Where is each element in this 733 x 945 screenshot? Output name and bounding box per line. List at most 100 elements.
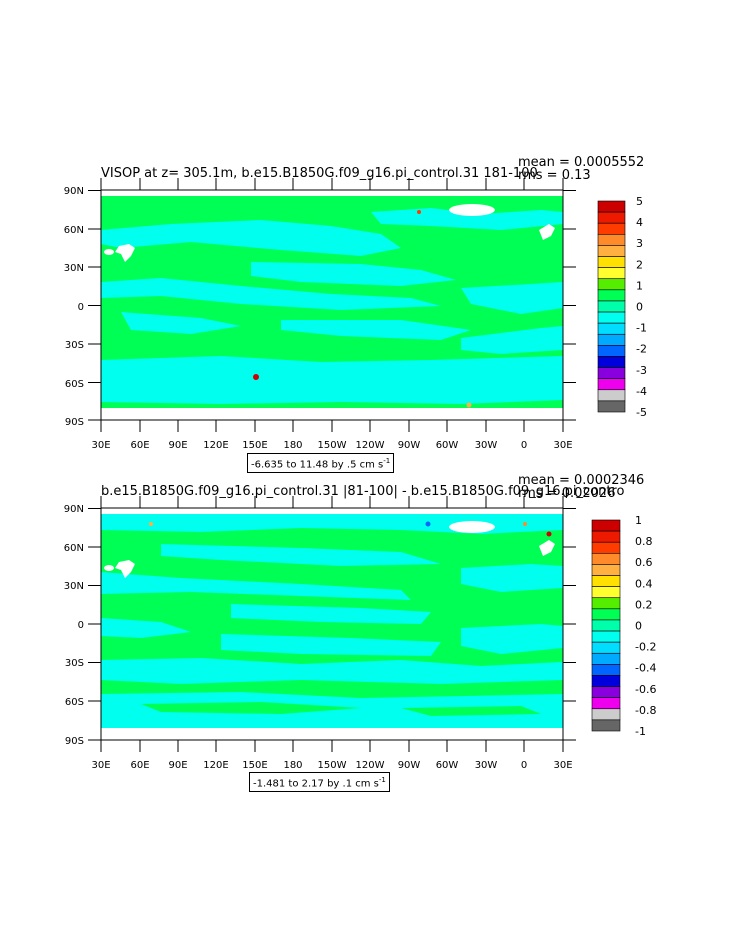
colorbar-swatch <box>591 586 621 599</box>
colorbar-label: 3 <box>636 237 643 250</box>
colorbar-label: 5 <box>636 195 643 208</box>
colorbar-swatch <box>591 575 621 587</box>
range-text: -6.635 to 11.48 by .5 cm s <box>251 459 384 471</box>
colorbar-swatch <box>591 597 621 610</box>
colorbar-label: 0 <box>636 301 643 314</box>
colorbar-swatch <box>597 367 626 379</box>
lon-label: 150E <box>242 760 267 771</box>
land-mask-patches <box>104 204 555 262</box>
colorbar-swatch <box>597 222 626 235</box>
colorbar-label: -4 <box>636 385 647 398</box>
colorbar-label: 0 <box>635 620 642 633</box>
map-panel-2: b.e15.B1850G.f09_g16.pi_control.31 |81-1… <box>0 470 733 800</box>
lat-label: 30S <box>65 658 84 669</box>
rms-label: rms = 0.02026 <box>518 486 615 501</box>
colorbar-1: 5 4 3 2 1 0 -1 -2 -3 -4 -5 <box>597 195 647 419</box>
colorbar-swatch <box>597 378 626 391</box>
colorbar-label: 4 <box>636 216 643 229</box>
range-text: -1.481 to 2.17 by .1 cm s <box>253 778 379 790</box>
colorbar-swatch <box>591 608 621 621</box>
lon-label: 180 <box>283 440 302 451</box>
lon-label: 60E <box>130 760 149 771</box>
lon-axis: 30E 60E 90E 120E 150E 180 150W 120W 90W … <box>91 178 573 451</box>
colorbar-label: -0.8 <box>635 704 656 717</box>
panel-title: VISOP at z= 305.1m, b.e15.B1850G.f09_g16… <box>101 166 538 181</box>
colorbar-swatch <box>597 211 626 224</box>
lon-label: 90W <box>398 440 421 451</box>
lon-label: 120W <box>356 440 385 451</box>
colorbar-swatch <box>591 619 621 632</box>
colorbar-swatch <box>597 400 626 413</box>
lat-axis: 90N 60N 30N 0 30S 60S 90S <box>64 186 576 428</box>
colorbar-swatch <box>591 652 621 665</box>
colorbar-swatch <box>591 675 621 687</box>
colorbar-swatch <box>597 322 626 335</box>
lon-label: 60E <box>130 440 149 451</box>
rms-label: rms = 0.13 <box>518 168 591 183</box>
lon-label: 120W <box>356 760 385 771</box>
colorbar-swatch <box>591 564 621 576</box>
range-label: -1.481 to 2.17 by .1 cm s-1 <box>249 772 390 793</box>
lon-label: 60W <box>436 760 459 771</box>
colorbar-swatch <box>597 333 626 346</box>
colorbar-label: -0.6 <box>635 683 656 696</box>
colorbar-swatch <box>591 519 621 532</box>
lon-label: 0 <box>521 440 527 451</box>
lat-label: 90N <box>64 186 84 197</box>
colorbar-label: -1 <box>636 322 647 335</box>
colorbar-swatch <box>597 200 626 213</box>
panel-title: b.e15.B1850G.f09_g16.pi_control.31 |81-1… <box>101 484 624 499</box>
green-streaks <box>141 702 541 716</box>
mean-label: mean = 0.0005552 <box>518 155 644 170</box>
map-figure-1: VISOP at z= 305.1m, b.e15.B1850G.f09_g16… <box>64 155 647 451</box>
colorbar-label: 0.2 <box>635 598 653 611</box>
lon-label: 150W <box>318 760 347 771</box>
colorbar-swatch <box>591 530 621 543</box>
map-area <box>100 507 564 741</box>
lat-label: 30S <box>65 340 84 351</box>
lat-label: 60S <box>65 379 84 390</box>
colorbar-swatch <box>597 356 626 368</box>
colorbar-swatch <box>591 686 621 698</box>
lat-label: 60S <box>65 697 84 708</box>
colorbar-swatch <box>597 300 626 313</box>
lon-label: 30E <box>91 760 110 771</box>
colorbar-label: -5 <box>636 406 647 419</box>
land-mask-patches <box>104 521 555 578</box>
lon-label: 120E <box>203 760 228 771</box>
lon-label: 30E <box>91 440 110 451</box>
lat-label: 60N <box>64 543 84 554</box>
colorbar-label: -0.4 <box>635 662 656 675</box>
colorbar-label: 1 <box>635 514 642 527</box>
lon-label: 30E <box>553 440 572 451</box>
map-figure-2: b.e15.B1850G.f09_g16.pi_control.31 |81-1… <box>64 473 657 771</box>
lon-label: 150E <box>242 440 267 451</box>
lon-label: 90E <box>168 440 187 451</box>
lon-label: 60W <box>436 440 459 451</box>
lon-label: 120E <box>203 440 228 451</box>
lon-axis: 30E 60E 90E 120E 150E 180 150W 120W 90W … <box>91 496 573 771</box>
lon-label: 30E <box>553 760 572 771</box>
lon-label: 0 <box>521 760 527 771</box>
colorbar-swatch <box>597 278 626 291</box>
colorbar-swatch <box>591 553 621 565</box>
colorbar-label: -2 <box>636 343 647 356</box>
colorbar-swatch <box>591 719 621 732</box>
colorbar-swatch <box>591 697 621 710</box>
colorbar-swatch <box>597 311 626 324</box>
colorbar-label: -1 <box>635 725 646 738</box>
colorbar-swatch <box>591 630 621 643</box>
lat-label: 30N <box>64 263 84 274</box>
lon-label: 90E <box>168 760 187 771</box>
lat-label: 90S <box>65 417 84 428</box>
colorbar-label: 1 <box>636 279 643 292</box>
lon-label: 30W <box>475 440 498 451</box>
range-label: -6.635 to 11.48 by .5 cm s-1 <box>247 453 395 474</box>
colorbar-label: -0.2 <box>635 641 656 654</box>
colorbar-label: 0.8 <box>635 535 653 548</box>
range-exponent: -1 <box>378 776 386 784</box>
colorbar-label: -3 <box>636 364 647 377</box>
lat-label: 30N <box>64 581 84 592</box>
lon-label: 180 <box>283 760 302 771</box>
colorbar-swatch <box>597 256 626 268</box>
